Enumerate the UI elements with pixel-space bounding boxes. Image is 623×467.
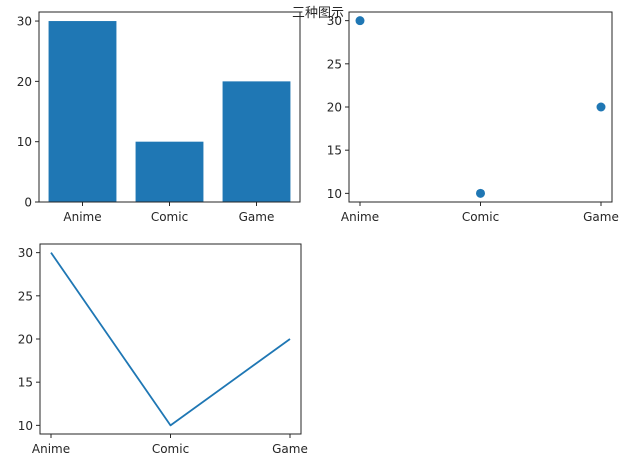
point-anime — [355, 16, 365, 26]
x-tick-label: Anime — [341, 210, 379, 224]
y-tick-label: 0 — [24, 196, 32, 210]
y-tick-label: 10 — [18, 419, 33, 433]
point-comic — [476, 188, 485, 198]
y-tick-label: 15 — [18, 376, 33, 390]
bar-anime — [48, 21, 117, 202]
y-tick-label: 20 — [17, 75, 32, 89]
y-tick-label: 30 — [17, 15, 32, 29]
point-game — [596, 102, 606, 112]
x-tick-label: Anime — [32, 442, 70, 456]
y-tick-label: 30 — [18, 246, 33, 260]
y-tick-label: 30 — [327, 14, 342, 28]
y-tick-label: 15 — [327, 144, 342, 158]
x-tick-label: Comic — [152, 442, 189, 456]
bar-comic — [135, 141, 204, 202]
x-tick-label: Game — [239, 210, 275, 224]
y-tick-label: 20 — [18, 333, 33, 347]
x-tick-label: Comic — [151, 210, 188, 224]
line-chart-axes: 10 15 20 25 30 Anime Comic Game — [18, 243, 308, 456]
y-tick-label: 25 — [327, 57, 342, 71]
y-tick-label: 25 — [18, 289, 33, 303]
bar-chart-axes: 0 10 20 30 Anime Comic Game — [17, 11, 301, 224]
y-tick-label: 10 — [17, 135, 32, 149]
y-tick-label: 20 — [327, 101, 342, 115]
x-tick-label: Game — [272, 442, 308, 456]
scatter-chart-axes: 10 15 20 25 30 Anime Comic Game — [327, 11, 619, 224]
figure-suptitle: 三种图示 — [292, 6, 344, 21]
x-tick-label: Game — [583, 210, 619, 224]
y-tick-label: 10 — [327, 187, 342, 201]
x-tick-label: Anime — [63, 210, 101, 224]
x-tick-label: Comic — [462, 210, 499, 224]
bar-game — [222, 81, 291, 202]
series-line — [50, 252, 291, 427]
